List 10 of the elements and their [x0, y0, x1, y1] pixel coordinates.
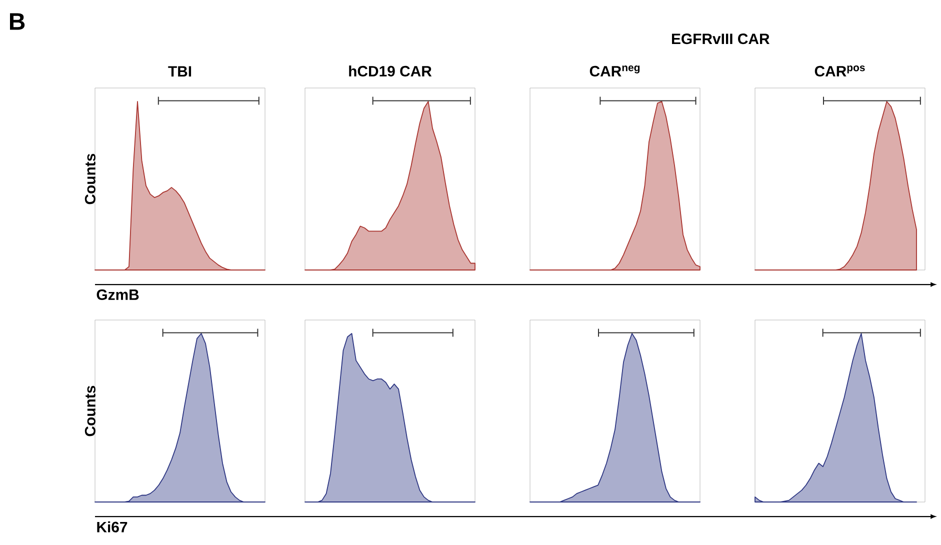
- chart-title: TBI: [168, 66, 192, 76]
- chart-title: CAR$^{pos}$: [814, 66, 865, 76]
- chart-title: CAR$^{neg}$: [590, 66, 640, 76]
- chart-title: hCD19 CAR: [349, 66, 432, 76]
- x-axis-title: Ki67: [97, 521, 128, 532]
- x-axis-title: GzmB: [96, 289, 139, 300]
- text: EGFRvIII CAR: [672, 34, 770, 44]
- y-axis-title: Counts: [84, 386, 96, 436]
- text: B: [10, 13, 25, 30]
- y-axis-title: Counts: [84, 154, 96, 204]
